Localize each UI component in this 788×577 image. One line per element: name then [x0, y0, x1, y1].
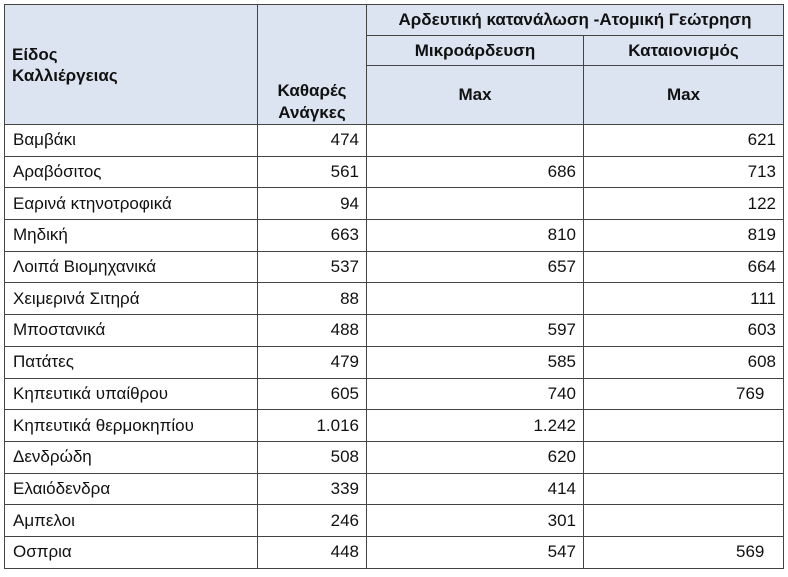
sprinkler-cell: 122 — [583, 187, 784, 221]
net-needs-cell: 339 — [257, 472, 367, 506]
crop-name-cell: Αμπελοι — [4, 504, 258, 537]
crop-name-cell: Εαρινά κτηνοτροφικά — [4, 187, 258, 221]
header-max-micro: Max — [366, 65, 584, 125]
net-needs-cell: 537 — [257, 250, 367, 284]
micro-irrigation-cell: 1.242 — [366, 409, 584, 442]
table-row: Πατάτες 479 585 608 — [4, 345, 784, 379]
header-net-needs: Καθαρές Ανάγκες — [257, 4, 367, 125]
sprinkler-cell: 713 — [583, 155, 784, 189]
crop-name-cell: Δενδρώδη — [4, 440, 258, 474]
micro-irrigation-cell: 547 — [366, 535, 584, 569]
crop-name-cell: Βαμβάκι — [4, 124, 258, 157]
sprinkler-cell: 608 — [583, 345, 784, 379]
table-row: Βαμβάκι 474 621 — [4, 124, 784, 157]
micro-irrigation-cell: 585 — [366, 345, 584, 379]
table-row: Μποστανικά 488 597 603 — [4, 314, 784, 347]
net-needs-cell: 88 — [257, 282, 367, 316]
table-row: Δενδρώδη 508 620 — [4, 440, 784, 474]
net-needs-cell: 246 — [257, 504, 367, 537]
table-row: Οσπρια 448 547 569 — [4, 535, 784, 569]
table-row: Λοιπά Βιομηχανικά 537 657 664 — [4, 250, 784, 284]
net-needs-cell: 479 — [257, 345, 367, 379]
net-needs-cell: 508 — [257, 440, 367, 474]
micro-irrigation-cell: 620 — [366, 440, 584, 474]
header-crop-type: Είδος Καλλιέργειας — [4, 4, 258, 125]
micro-irrigation-cell: 301 — [366, 504, 584, 537]
header-crop-type-line1: Είδος — [12, 44, 58, 64]
sprinkler-cell: 603 — [583, 314, 784, 347]
table-row: Αμπελοι 246 301 — [4, 504, 784, 537]
header-crop-type-line2: Καλλιέργειας — [12, 65, 118, 85]
net-needs-cell: 474 — [257, 124, 367, 157]
micro-irrigation-cell: 597 — [366, 314, 584, 347]
crop-name-cell: Κηπευτικά υπαίθρου — [4, 377, 258, 411]
net-needs-cell: 488 — [257, 314, 367, 347]
table-row: Εαρινά κτηνοτροφικά 94 122 — [4, 187, 784, 221]
crop-name-cell: Πατάτες — [4, 345, 258, 379]
header-net-needs-line2: Ανάγκες — [278, 103, 346, 122]
header-irrigation-consumption: Αρδευτική κατανάλωση -Ατομική Γεώτρηση — [366, 4, 784, 36]
micro-irrigation-cell: 686 — [366, 155, 584, 189]
table-row: Αραβόσιτος 561 686 713 — [4, 155, 784, 189]
header-micro-irrigation: Μικροάρδευση — [366, 35, 584, 66]
crop-name-cell: Χειμερινά Σιτηρά — [4, 282, 258, 316]
micro-irrigation-cell — [366, 282, 584, 316]
micro-irrigation-cell: 414 — [366, 472, 584, 506]
sprinkler-cell: 111 — [583, 282, 784, 316]
crop-name-cell: Αραβόσιτος — [4, 155, 258, 189]
micro-irrigation-cell: 810 — [366, 219, 584, 252]
crop-name-cell: Ελαιόδενδρα — [4, 472, 258, 506]
net-needs-cell: 94 — [257, 187, 367, 221]
crop-name-cell: Λοιπά Βιομηχανικά — [4, 250, 258, 284]
net-needs-cell: 448 — [257, 535, 367, 569]
sprinkler-cell — [583, 409, 784, 442]
table-row: Κηπευτικά υπαίθρου 605 740 769 — [4, 377, 784, 411]
micro-irrigation-cell — [366, 187, 584, 221]
micro-irrigation-cell — [366, 124, 584, 157]
crop-name-cell: Μποστανικά — [4, 314, 258, 347]
sprinkler-cell: 664 — [583, 250, 784, 284]
crop-name-cell: Κηπευτικά θερμοκηπίου — [4, 409, 258, 442]
table-row: Χειμερινά Σιτηρά 88 111 — [4, 282, 784, 316]
table-row: Μηδική 663 810 819 — [4, 219, 784, 252]
net-needs-cell: 605 — [257, 377, 367, 411]
sprinkler-cell: 769 — [583, 377, 784, 411]
crop-name-cell: Μηδική — [4, 219, 258, 252]
micro-irrigation-cell: 740 — [366, 377, 584, 411]
sprinkler-cell — [583, 440, 784, 474]
net-needs-cell: 663 — [257, 219, 367, 252]
net-needs-cell: 561 — [257, 155, 367, 189]
sprinkler-cell — [583, 504, 784, 537]
header-max-sprinkler: Max — [583, 65, 784, 125]
irrigation-consumption-table: Είδος Καλλιέργειας Καθαρές Ανάγκες Αρδευ… — [4, 4, 784, 569]
table-row: Κηπευτικά θερμοκηπίου 1.016 1.242 — [4, 409, 784, 442]
sprinkler-cell — [583, 472, 784, 506]
sprinkler-cell: 819 — [583, 219, 784, 252]
sprinkler-cell: 621 — [583, 124, 784, 157]
net-needs-cell: 1.016 — [257, 409, 367, 442]
header-sprinkler: Καταιονισμός — [583, 35, 784, 66]
crop-name-cell: Οσπρια — [4, 535, 258, 569]
table-row: Ελαιόδενδρα 339 414 — [4, 472, 784, 506]
sprinkler-cell: 569 — [583, 535, 784, 569]
micro-irrigation-cell: 657 — [366, 250, 584, 284]
header-net-needs-line1: Καθαρές — [277, 81, 347, 100]
